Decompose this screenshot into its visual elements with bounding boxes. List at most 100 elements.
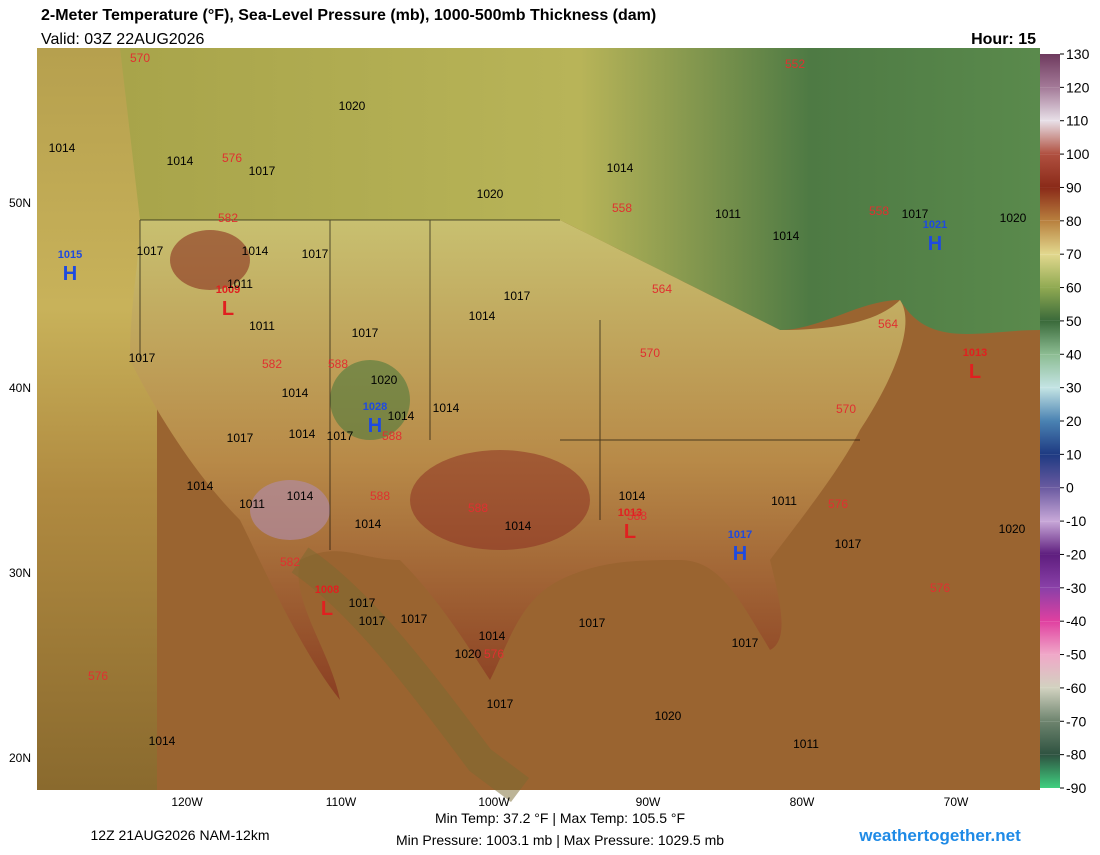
model-run: 12Z 21AUG2026 NAM-12km [91, 827, 270, 843]
lat-label: 20N [9, 751, 31, 765]
isobar-label: 1017 [902, 207, 929, 221]
colorbar-label: 60 [1066, 280, 1082, 296]
isobar-label: 1014 [479, 629, 506, 643]
center-value: 1021 [923, 219, 947, 231]
center-value: 1009 [216, 284, 240, 296]
colorbar-segment [1040, 154, 1060, 188]
isobar-label: 1014 [607, 161, 634, 175]
colorbar-segment [1040, 621, 1060, 655]
thickness-label: 558 [869, 204, 889, 218]
isobar-label: 1014 [388, 409, 415, 423]
colorbar-label: -20 [1066, 546, 1086, 562]
colorbar-segment [1040, 87, 1060, 121]
colorbar-label: -10 [1066, 513, 1086, 529]
center-value: 1013 [618, 507, 642, 519]
colorbar-label: -80 [1066, 747, 1086, 763]
center-symbol: H [733, 543, 747, 565]
isobar-label: 1017 [487, 697, 514, 711]
colorbar-label: -90 [1066, 780, 1086, 796]
thickness-label: 588 [627, 509, 647, 523]
mexico [291, 547, 529, 802]
title: 2-Meter Temperature (°F), Sea-Level Pres… [41, 7, 656, 24]
center-value: 1013 [963, 347, 987, 359]
colorbar-label: 20 [1066, 413, 1082, 429]
valid-time: Valid: 03Z 22AUG2026 [41, 31, 204, 48]
colorbar-segment [1040, 387, 1060, 421]
thickness-label: 582 [218, 211, 238, 225]
colorbar-label: 40 [1066, 346, 1082, 362]
thickness-label: 558 [612, 201, 632, 215]
warm-spot [170, 230, 250, 290]
colorbar-label: 100 [1066, 146, 1090, 162]
thickness-label: 576 [88, 669, 108, 683]
colorbar-label: -30 [1066, 580, 1086, 596]
colorbar-segment [1040, 421, 1060, 455]
isobar-label: 1017 [835, 537, 862, 551]
isobar-label: 1014 [287, 489, 314, 503]
isobar-label: 1017 [579, 616, 606, 630]
isobar-label: 1020 [455, 647, 482, 661]
isobar-label: 1014 [149, 734, 176, 748]
center-value: 1017 [728, 529, 752, 541]
colorbar-label: 120 [1066, 79, 1090, 95]
isobar-label: 1014 [242, 244, 269, 258]
canada [120, 48, 1040, 334]
thickness-label: 576 [484, 647, 504, 661]
isobar-label: 1014 [167, 154, 194, 168]
center-symbol: L [624, 521, 636, 543]
colorbar-segment [1040, 187, 1060, 221]
thickness-label: 570 [130, 51, 150, 65]
center-symbol: H [63, 263, 77, 285]
lat-label: 30N [9, 566, 31, 580]
isobar-label: 1017 [327, 429, 354, 443]
colorbar-segment [1040, 54, 1060, 88]
center-value: 1028 [363, 401, 387, 413]
thickness-label: 576 [828, 497, 848, 511]
colorbar-label: -40 [1066, 613, 1086, 629]
thickness-label: 552 [785, 57, 805, 71]
colorbar-segment [1040, 654, 1060, 688]
colorbar-label: 70 [1066, 246, 1082, 262]
cool-spot [330, 360, 410, 440]
isobar-label: 1017 [504, 289, 531, 303]
isobar-label: 1020 [999, 522, 1026, 536]
center-value: 1008 [315, 584, 339, 596]
lon-label: 70W [944, 795, 969, 809]
lon-label: 110W [326, 795, 357, 809]
colorbar-label: -70 [1066, 713, 1086, 729]
isobar-label: 1014 [433, 401, 460, 415]
thickness-label: 576 [930, 581, 950, 595]
isobar-label: 1014 [469, 309, 496, 323]
colorbar-label: 30 [1066, 380, 1082, 396]
colorbar-segment [1040, 287, 1060, 321]
colorbar-label: -50 [1066, 647, 1086, 663]
colorbar-segment [1040, 754, 1060, 788]
isobar-label: 1011 [227, 277, 253, 291]
center-value: 1015 [58, 249, 82, 261]
forecast-hour: Hour: 15 [971, 31, 1036, 48]
lon-label: 100W [478, 795, 510, 809]
colorbar-segment [1040, 220, 1060, 255]
colorbar-label: 0 [1066, 480, 1074, 496]
thickness-label: 576 [222, 151, 242, 165]
colorbar-segment [1040, 320, 1060, 355]
thickness-label: 588 [328, 357, 348, 371]
isobar-label: 1020 [477, 187, 504, 201]
lon-label: 80W [790, 795, 815, 809]
isobar-label: 1014 [505, 519, 532, 533]
colorbar-label: 10 [1066, 446, 1082, 462]
center-symbol: H [368, 415, 382, 437]
isobar-label: 1017 [732, 636, 759, 650]
colorbar-segment [1040, 554, 1060, 588]
colorbar-label: 80 [1066, 213, 1082, 229]
lat-label: 50N [9, 196, 31, 210]
colorbar-segment [1040, 454, 1060, 488]
warm-spot [410, 450, 590, 550]
thickness-label: 582 [262, 357, 282, 371]
isobar-label: 1011 [249, 319, 275, 333]
borders [139, 219, 860, 550]
isobar-label: 1017 [249, 164, 276, 178]
isobar-label: 1011 [239, 497, 265, 511]
colorbar-label: 90 [1066, 179, 1082, 195]
isobar-label: 1020 [371, 373, 398, 387]
